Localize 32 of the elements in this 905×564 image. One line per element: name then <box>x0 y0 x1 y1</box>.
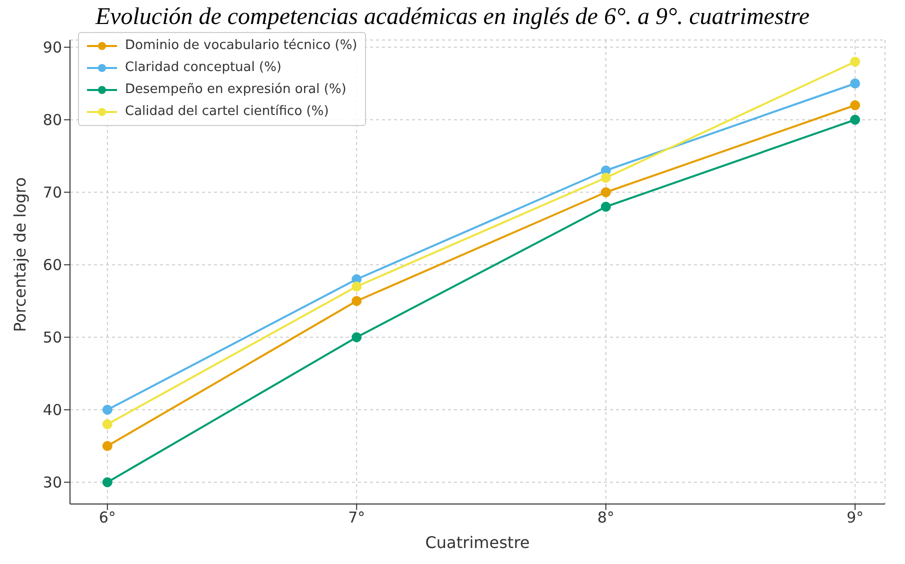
point <box>600 202 611 212</box>
point <box>850 78 860 88</box>
legend-label: Dominio de vocabulario técnico (%) <box>125 37 358 55</box>
point <box>102 404 112 415</box>
x-tick-label: 7° <box>348 508 366 527</box>
point <box>600 187 611 198</box>
x-axis-title: Cuatrimestre <box>425 533 530 552</box>
point <box>850 114 860 125</box>
point <box>352 296 362 306</box>
legend-label: Claridad conceptual (%) <box>125 59 282 77</box>
y-tick-label: 50 <box>42 328 62 347</box>
chart-title: Evolución de competencias académicas en inglés de 6°. a 9°. cuatrimestre <box>94 3 811 32</box>
point <box>600 172 611 183</box>
point <box>102 441 112 451</box>
legend-label: Calidad del cartel científico (%) <box>125 103 329 121</box>
y-tick-label: 60 <box>42 256 62 274</box>
point <box>102 477 112 488</box>
point <box>352 282 362 292</box>
x-tick-label: 6° <box>98 508 116 527</box>
y-tick-label: 90 <box>42 38 62 57</box>
x-tick-label: 8° <box>597 508 614 527</box>
point <box>850 100 860 110</box>
x-tick-label: 9° <box>846 508 864 527</box>
y-tick-label: 30 <box>42 474 62 492</box>
point <box>102 419 112 430</box>
y-tick-label: 80 <box>42 111 62 130</box>
y-tick-label: 40 <box>42 401 62 420</box>
legend-label: Desempeño en expresión oral (%) <box>125 81 346 99</box>
y-tick-label: 70 <box>42 184 62 202</box>
point <box>850 56 860 67</box>
y-axis-title: Porcentaje de logro <box>10 177 30 332</box>
point <box>352 332 362 342</box>
